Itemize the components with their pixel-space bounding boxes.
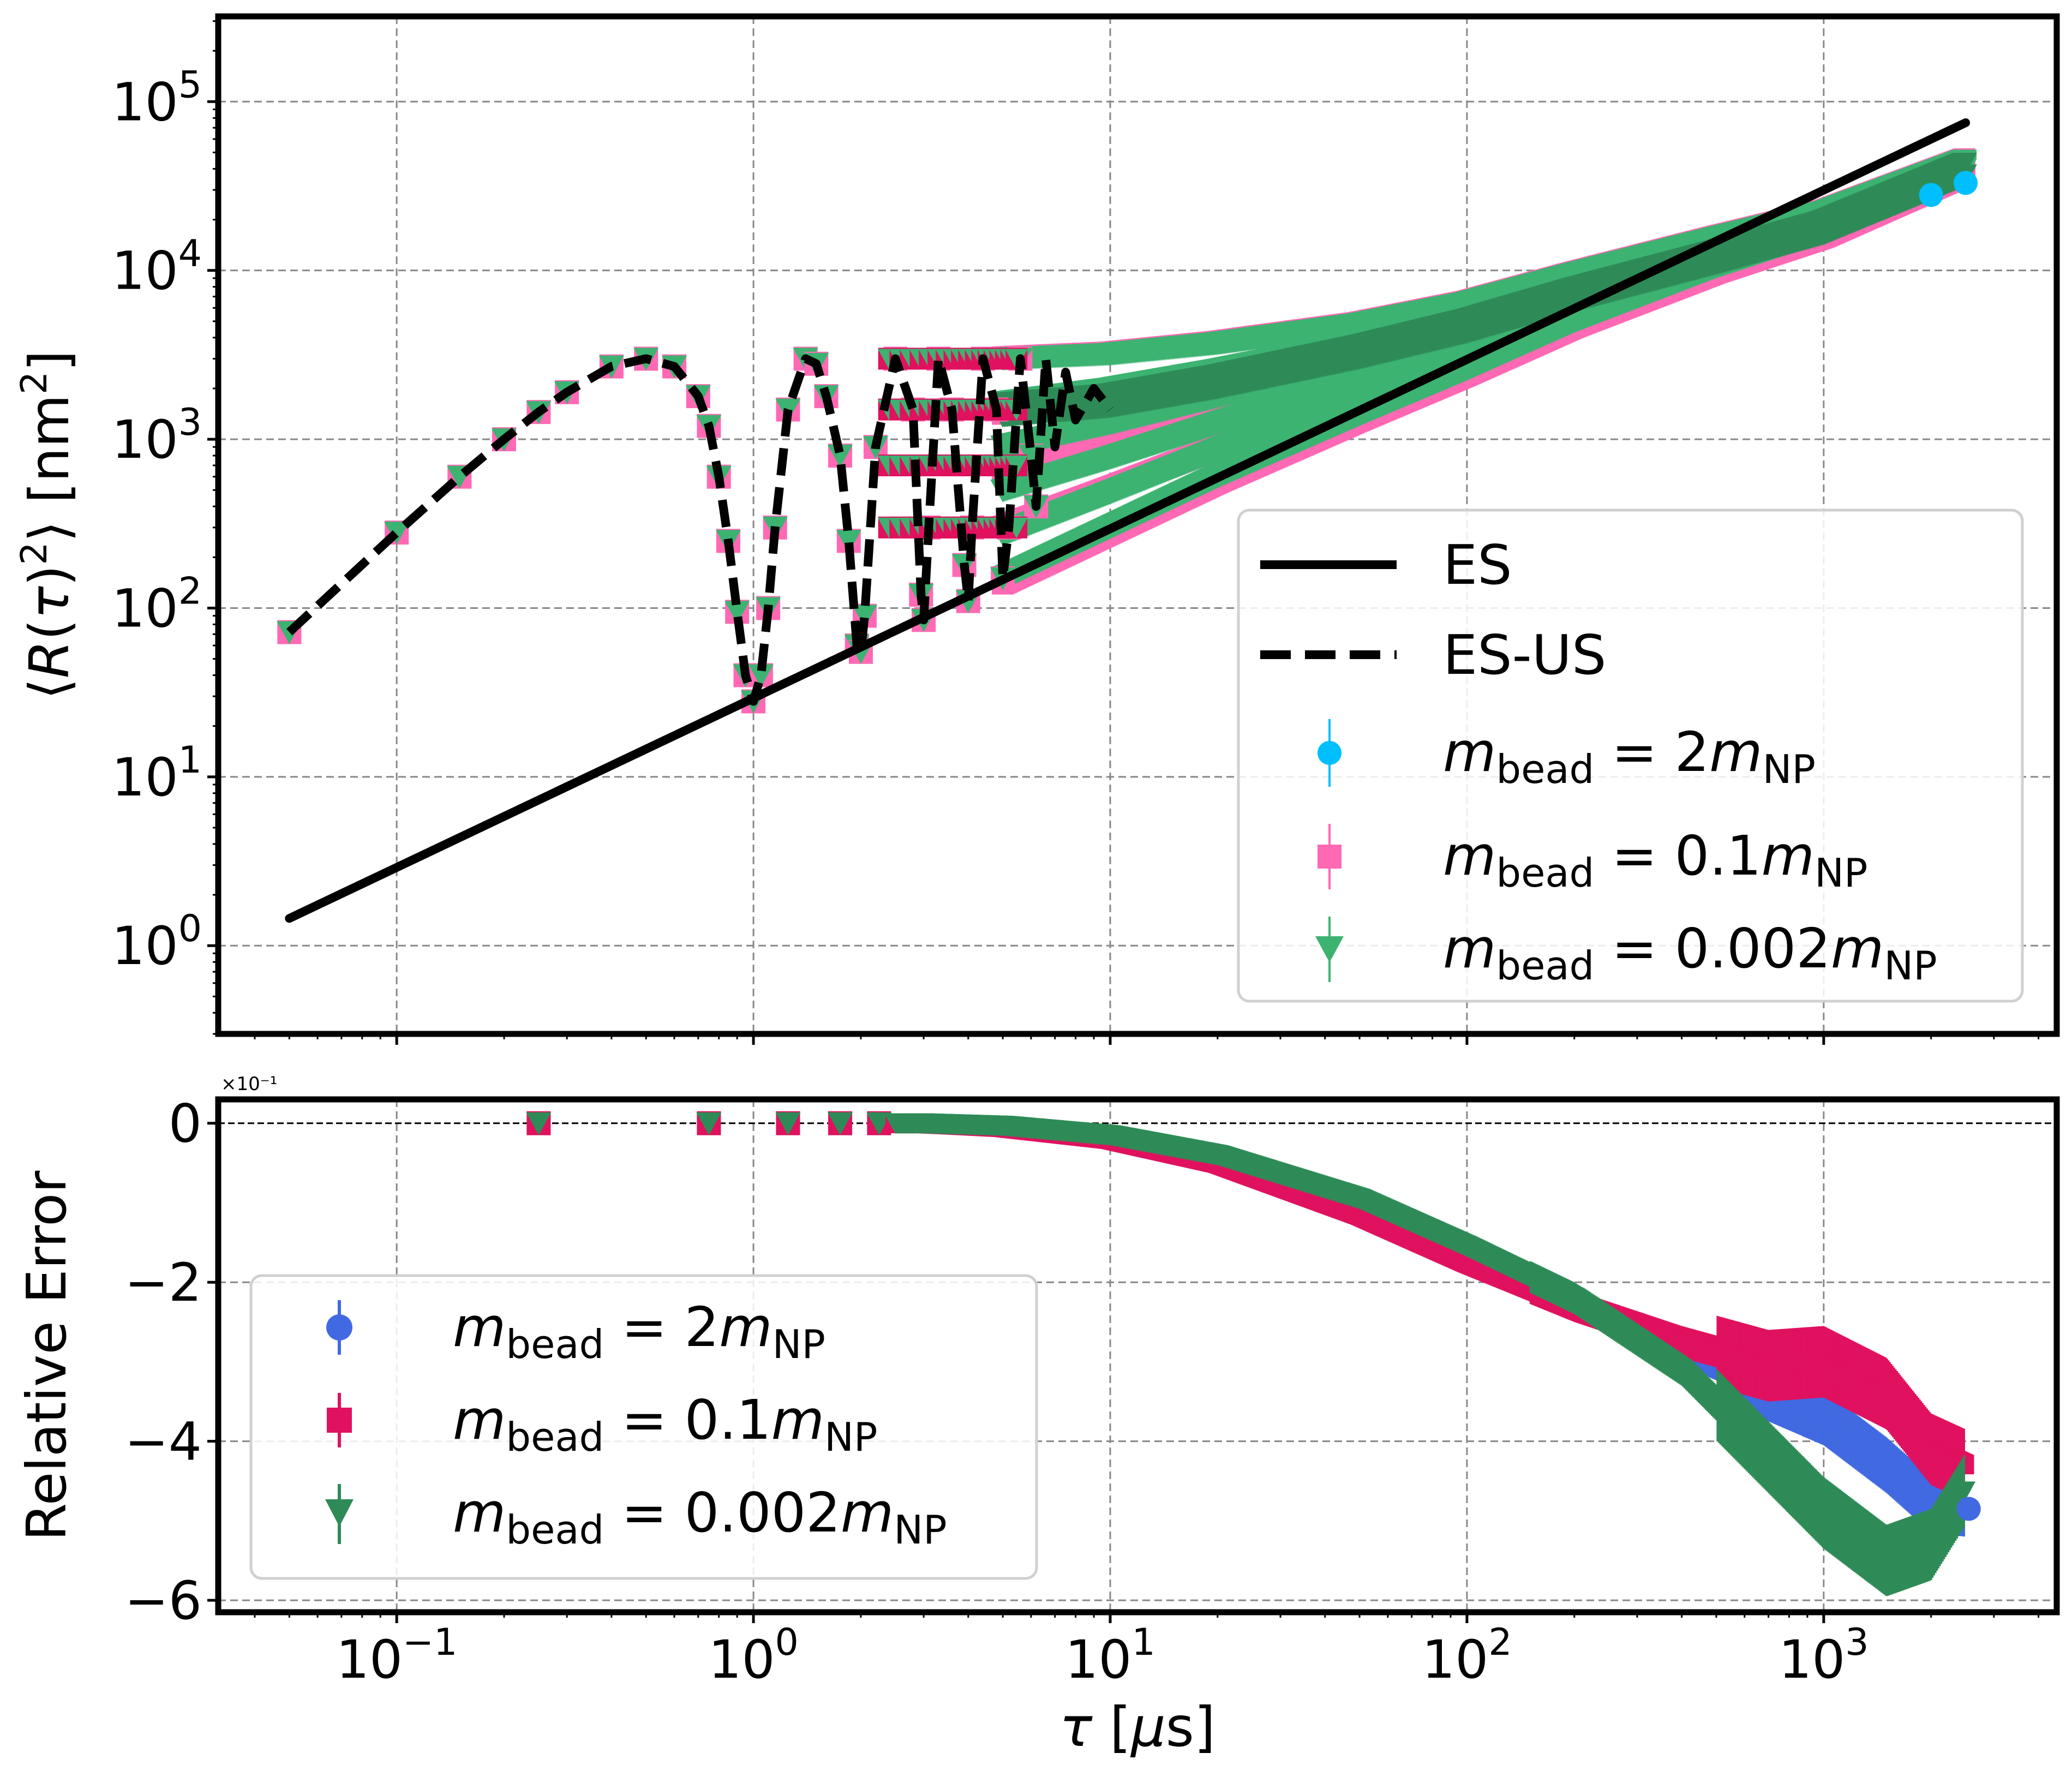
top-plot-area: [277, 118, 1978, 923]
